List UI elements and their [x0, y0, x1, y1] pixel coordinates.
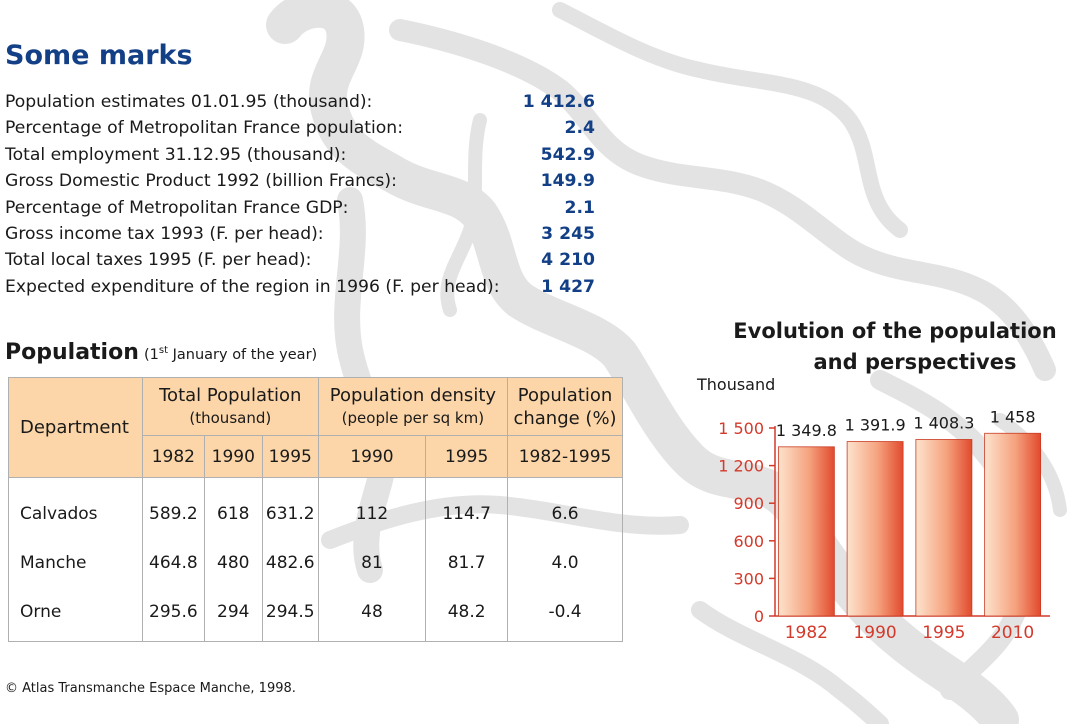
population-heading: Population (1st January of the year) — [5, 340, 317, 365]
mark-row: Percentage of Metropolitan France popula… — [5, 115, 605, 141]
mark-row: Expected expenditure of the region in 19… — [5, 274, 605, 300]
value-cell: 480 — [203, 538, 263, 587]
value-cell: 6.6 — [507, 477, 623, 538]
table-row: Manche 464.8 480 482.6 81 81.7 4.0 — [8, 538, 623, 587]
y-tick-label: 900 — [733, 494, 764, 513]
value-cell: 589.2 — [141, 477, 205, 538]
bar — [915, 439, 973, 617]
bar-value-label: 1 391.9 — [845, 416, 906, 435]
population-subtitle: (1st January of the year) — [143, 345, 318, 363]
value-cell: 618 — [203, 477, 263, 538]
bar-value-label: 1 458 — [990, 407, 1036, 426]
x-tick-label: 2010 — [991, 623, 1034, 643]
bar-value-label: 1 349.8 — [776, 421, 837, 440]
value-cell: 81 — [317, 538, 427, 587]
mark-value: 3 245 — [541, 223, 595, 244]
year-header: 1982-1995 — [507, 435, 623, 478]
source-credit: © Atlas Transmanche Espace Manche, 1998. — [5, 681, 296, 696]
mark-row: Total employment 31.12.95 (thousand): 542… — [5, 142, 605, 168]
x-tick-label: 1995 — [922, 623, 965, 643]
mark-row: Population estimates 01.01.95 (thousand)… — [5, 89, 605, 115]
bar-value-label: 1 408.3 — [913, 413, 974, 432]
value-cell: 114.7 — [425, 477, 509, 538]
population-table: Department Total Population (thousand) P… — [8, 377, 623, 642]
mark-value: 2.1 — [564, 197, 595, 218]
department-cell: Manche — [8, 538, 143, 587]
value-cell: 295.6 — [141, 587, 205, 642]
mark-value: 1 412.6 — [522, 92, 595, 112]
chart-title-line-1: Evolution of the population — [733, 319, 1056, 343]
year-header: 1982 — [141, 435, 205, 478]
mark-value: 2.4 — [564, 118, 595, 139]
mark-label: Expected expenditure of the region in 19… — [5, 276, 500, 297]
value-cell: 294.5 — [261, 587, 319, 642]
mark-row: Total local taxes 1995 (F. per head): 4 2… — [5, 247, 605, 273]
bar — [846, 441, 904, 617]
y-axis-label: Thousand — [696, 375, 775, 394]
mark-value: 542.9 — [540, 144, 595, 165]
year-header: 1995 — [425, 435, 509, 478]
mark-label: Population estimates 01.01.95 (thousand)… — [5, 92, 373, 112]
value-cell: 631.2 — [261, 477, 319, 538]
y-tick-label: 300 — [733, 569, 764, 588]
total-population-header: Total Population (thousand) — [141, 377, 319, 436]
bar — [984, 432, 1042, 617]
value-cell: 48.2 — [425, 587, 509, 642]
mark-label: Percentage of Metropolitan France popula… — [5, 118, 403, 139]
mark-label: Gross income tax 1993 (F. per head): — [5, 223, 324, 244]
mark-row: Gross income tax 1993 (F. per head): 3 24… — [5, 221, 605, 247]
value-cell: 48 — [317, 587, 427, 642]
mark-label: Gross Domestic Product 1992 (billion Fra… — [5, 171, 397, 192]
value-cell: -0.4 — [507, 587, 623, 642]
y-tick-label: 1 500 — [718, 419, 764, 438]
marks-title: Some marks — [5, 40, 193, 71]
bar — [777, 446, 835, 617]
mark-row: Gross Domestic Product 1992 (billion Fra… — [5, 168, 605, 194]
value-cell: 81.7 — [425, 538, 509, 587]
value-cell: 4.0 — [507, 538, 623, 587]
mark-label: Total employment 31.12.95 (thousand): — [5, 144, 347, 165]
department-cell: Calvados — [8, 477, 143, 538]
value-cell: 294 — [203, 587, 263, 642]
table-row: Calvados 589.2 618 631.2 112 114.7 6.6 — [8, 477, 623, 538]
year-header: 1990 — [317, 435, 427, 478]
population-density-header: Population density (people per sq km) — [317, 377, 509, 436]
x-tick-label: 1990 — [853, 623, 896, 643]
mark-row: Percentage of Metropolitan France GDP: 2.… — [5, 195, 605, 221]
y-tick-label: 1 200 — [718, 457, 764, 476]
year-header: 1995 — [261, 435, 319, 478]
year-header: 1990 — [203, 435, 263, 478]
y-tick-label: 0 — [754, 607, 764, 626]
mark-label: Percentage of Metropolitan France GDP: — [5, 197, 349, 218]
marks-list: Population estimates 01.01.95 (thousand)… — [5, 89, 605, 300]
table-row: Orne 295.6 294 294.5 48 48.2 -0.4 — [8, 587, 623, 642]
mark-label: Total local taxes 1995 (F. per head): — [5, 250, 312, 271]
chart-title-line-2: and perspectives — [814, 350, 1017, 374]
mark-value: 149.9 — [540, 171, 595, 192]
department-header: Department — [8, 377, 143, 478]
mark-value: 1 427 — [541, 276, 595, 297]
mark-value: 4 210 — [541, 250, 595, 271]
population-change-header: Population change (%) — [507, 377, 623, 436]
y-tick-label: 600 — [733, 532, 764, 551]
department-cell: Orne — [8, 587, 143, 642]
population-title: Population — [5, 340, 139, 365]
value-cell: 112 — [317, 477, 427, 538]
value-cell: 482.6 — [261, 538, 319, 587]
value-cell: 464.8 — [141, 538, 205, 587]
x-tick-label: 1982 — [785, 623, 828, 643]
population-bar-chart: Evolution of the population and perspect… — [696, 319, 1057, 643]
